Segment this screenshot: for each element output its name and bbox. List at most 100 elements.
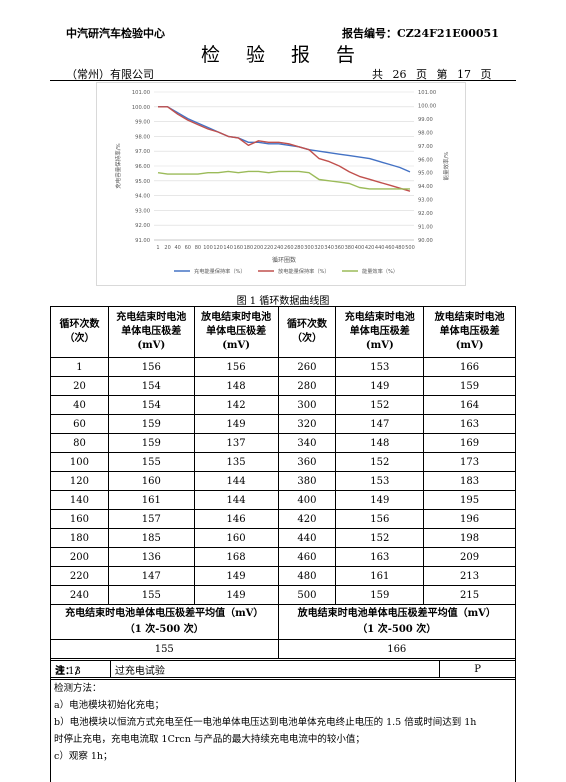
table-cell: 154 (107, 395, 195, 415)
table-row: 180 185 160 440 152 198 (50, 528, 516, 548)
table-row: 20 154 148 280 149 159 (50, 376, 516, 396)
y-right-tick-label: 98.00 (418, 130, 433, 136)
method-line-b: b）电池模块以恒流方式充电至任一电池单体电压达到电池单体充电终止电压的 1.5 … (54, 717, 477, 728)
header-rule (50, 80, 516, 81)
table-cell: 168 (193, 547, 279, 567)
x-tick-label: 480 (395, 245, 405, 251)
table-cell: 213 (423, 566, 516, 586)
table-cell: 80 (50, 433, 109, 453)
table-cell: 195 (423, 490, 516, 510)
y-right-tick-label: 90.00 (418, 238, 433, 244)
table-row: 40 154 142 300 152 164 (50, 395, 516, 415)
table-cell: 149 (335, 490, 425, 510)
cycle-data-table: 循环次数 （次） 充电结束时电池 单体电压极差 (mV) 放电结束时电池 单体电压极差(… (50, 306, 516, 680)
table-cell: 320 (277, 414, 337, 434)
table-cell: 152 (335, 395, 425, 415)
header-cycle-count: 循环次数 （次） (50, 306, 109, 358)
cycle-chart: 91.00 92.00 93.00 94.00 95.00 96.00 97.00 98.00… (96, 82, 466, 286)
y-left-axis-label: 充电容量保持率/% (114, 143, 122, 189)
table-cell: 148 (193, 376, 279, 396)
table-header-row: 循环次数 （次） 充电结束时电池 单体电压极差 (mV) 放电结束时电池 单体电压极差(… (50, 306, 516, 358)
table-cell: 360 (277, 452, 337, 472)
table-cell: 163 (423, 414, 516, 434)
header-discharge-diff: 放电结束时电池 单体电压极差 (mV) (193, 306, 279, 358)
table-cell: 142 (193, 395, 279, 415)
table-cell: 120 (50, 471, 109, 491)
header-cycle-count-2: 循环次数 （次） (277, 306, 337, 358)
y-left-tick-label: 98.00 (135, 134, 150, 140)
table-cell: 160 (107, 471, 195, 491)
table-cell: 180 (50, 528, 109, 548)
x-tick-label: 180 (244, 245, 254, 251)
table-row: 160 157 146 420 156 196 (50, 509, 516, 529)
x-axis-label: 循环圈数 (272, 256, 296, 264)
summary-discharge-label: 放电结束时电池单体电压极差平均值（mV） （1 次-500 次） (277, 604, 516, 640)
y-right-tick-label: 95.00 (418, 171, 433, 177)
x-tick-label: 380 (345, 245, 355, 251)
x-tick-label: 200 (254, 245, 264, 251)
table-cell: 500 (277, 585, 337, 605)
table-cell: 149 (193, 566, 279, 586)
x-tick-label: 20 (164, 245, 170, 251)
table-row: 100 155 135 360 152 173 (50, 452, 516, 472)
x-tick-label: 140 (223, 245, 233, 251)
y-right-tick-label: 92.00 (418, 211, 433, 217)
method-box (50, 677, 516, 782)
summary-charge-value: 155 (50, 639, 279, 659)
table-cell: 200 (50, 547, 109, 567)
table-cell: 160 (193, 528, 279, 548)
table-cell: 164 (423, 395, 516, 415)
table-cell: 173 (423, 452, 516, 472)
table-cell: 136 (107, 547, 195, 567)
table-cell: 159 (423, 376, 516, 396)
series-line-0 (158, 106, 411, 173)
table-row: 60 159 149 320 147 163 (50, 414, 516, 434)
table-cell: 185 (107, 528, 195, 548)
method-line-a: a）电池模块初始化充电； (54, 700, 165, 711)
table-row: 120 160 144 380 153 183 (50, 471, 516, 491)
table-cell: 159 (107, 414, 195, 434)
y-right-tick-label: 93.00 (418, 198, 433, 204)
table-cell: 183 (423, 471, 516, 491)
table-cell: 146 (193, 509, 279, 529)
y-right-axis-label: 能量效率/% (442, 151, 450, 180)
company-suffix: （常州）有限公司 (66, 68, 154, 81)
x-tick-label: 1 (156, 245, 159, 251)
x-tick-label: 160 (234, 245, 244, 251)
y-right-tick-label: 94.00 (418, 184, 433, 190)
table-cell: 300 (277, 395, 337, 415)
x-tick-label: 260 (284, 245, 294, 251)
table-cell: 140 (50, 490, 109, 510)
x-tick-label: 240 (274, 245, 284, 251)
x-tick-label: 100 (203, 245, 213, 251)
table-row: 240 155 149 500 159 215 (50, 585, 516, 605)
y-left-tick-label: 96.00 (135, 164, 150, 170)
table-cell: 156 (107, 357, 195, 377)
test-method: 检测方法： a）电池模块初始化充电； b）电池模块以恒流方式充电至任一电池单体电… (54, 680, 514, 765)
table-cell: 166 (423, 357, 516, 377)
x-tick-label: 80 (195, 245, 201, 251)
summary-discharge-value: 166 (277, 639, 516, 659)
table-cell: 160 (50, 509, 109, 529)
x-tick-label: 420 (365, 245, 375, 251)
x-tick-label: 440 (375, 245, 385, 251)
table-13-name: 过充电试验 (109, 660, 441, 678)
header-discharge-diff-2: 放电结束时电池 单体电压极差 (mV) (423, 306, 516, 358)
method-line-c: c）观察 1h； (54, 751, 113, 762)
table-cell: 137 (193, 433, 279, 453)
table-row: 220 147 149 480 161 213 (50, 566, 516, 586)
table-cell: 147 (335, 414, 425, 434)
report-number: 报告编号：CZ24F21E00051 (342, 27, 499, 40)
y-left-tick-label: 101.00 (132, 90, 150, 96)
x-tick-label: 40 (175, 245, 181, 251)
series-line-2 (157, 170, 410, 190)
y-left-tick-label: 100.00 (132, 105, 150, 111)
table-cell: 60 (50, 414, 109, 434)
x-tick-label: 320 (314, 245, 324, 251)
page-info: 共 26 页 第 17 页 (372, 68, 492, 81)
y-right-tick-label: 100.00 (418, 103, 436, 109)
table-cell: 400 (277, 490, 337, 510)
table-cell: 154 (107, 376, 195, 396)
y-right-tick-label: 97.00 (418, 144, 433, 150)
table-cell: 198 (423, 528, 516, 548)
